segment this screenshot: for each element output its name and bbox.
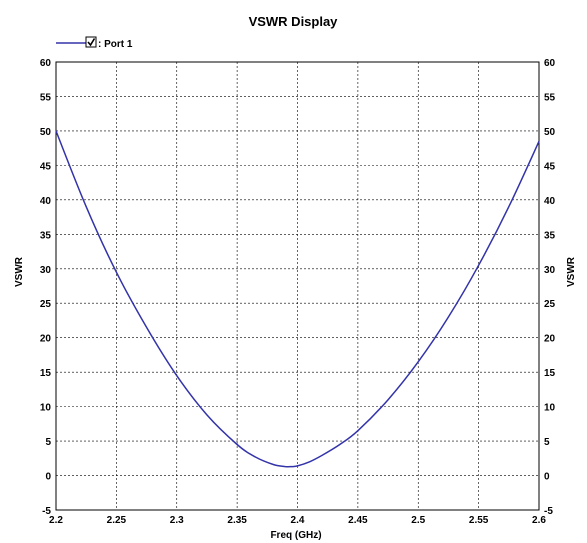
y-tick-label-left: 15 (40, 368, 52, 379)
y-tick-label-right: -5 (544, 506, 553, 517)
x-tick-label: 2.25 (107, 515, 127, 526)
y-tick-label-left: 10 (40, 403, 52, 414)
legend-label-port-1: : Port 1 (98, 39, 133, 50)
x-tick-label: 2.4 (291, 515, 305, 526)
y-tick-label-right: 40 (544, 196, 556, 207)
series-line-port-1 (55, 130, 540, 468)
y-tick-label-left: 50 (40, 127, 52, 138)
grid (56, 62, 539, 510)
y-tick-label-left: 45 (40, 161, 52, 172)
x-tick-label: 2.35 (227, 515, 247, 526)
y-tick-label-right: 10 (544, 403, 556, 414)
legend-prefix: : (98, 39, 104, 50)
y-tick-label-right: 5 (544, 437, 550, 448)
y-tick-label-left: 5 (45, 437, 51, 448)
check-icon (87, 38, 96, 47)
x-tick-label: 2.2 (49, 515, 63, 526)
x-tick-label: 2.6 (532, 515, 546, 526)
y-tick-label-right: 35 (544, 230, 556, 241)
y-tick-label-left: 60 (40, 58, 52, 69)
x-tick-label: 2.55 (469, 515, 489, 526)
y-tick-label-right: 0 (544, 472, 550, 483)
y-tick-label-left: 0 (45, 472, 51, 483)
y-tick-label-right: 25 (544, 299, 556, 310)
y-tick-label-left: 30 (40, 265, 52, 276)
y-tick-label-left: 40 (40, 196, 52, 207)
y-tick-label-right: 55 (544, 92, 556, 103)
y-tick-label-left: 25 (40, 299, 52, 310)
legend-series-name: Port 1 (104, 39, 133, 50)
legend-checkbox[interactable] (85, 36, 97, 48)
x-tick-label: 2.45 (348, 515, 368, 526)
x-tick-label: 2.3 (170, 515, 184, 526)
x-tick-label: 2.5 (411, 515, 425, 526)
y-tick-label-right: 20 (544, 334, 556, 345)
tick-labels: 2.2 2.25 2.3 2.35 2.4 2.45 2.5 2.55 2.6-5 -50 05 51… (40, 58, 556, 526)
y-tick-label-right: 15 (544, 368, 556, 379)
y-tick-label-left: -5 (42, 506, 51, 517)
y-tick-label-left: 55 (40, 92, 52, 103)
y-tick-label-right: 60 (544, 58, 556, 69)
y-tick-label-right: 50 (544, 127, 556, 138)
y-tick-label-right: 45 (544, 161, 556, 172)
y-tick-label-left: 20 (40, 334, 52, 345)
y-axis-title-left: VSWR (14, 256, 25, 287)
y-tick-label-right: 30 (544, 265, 556, 276)
y-tick-label-left: 35 (40, 230, 52, 241)
y-axis-title-right: VSWR (566, 256, 577, 287)
x-axis-title: Freq (GHz) (270, 530, 321, 541)
legend: : Port 1 (56, 36, 133, 50)
chart-title: VSWR Display (249, 14, 339, 29)
